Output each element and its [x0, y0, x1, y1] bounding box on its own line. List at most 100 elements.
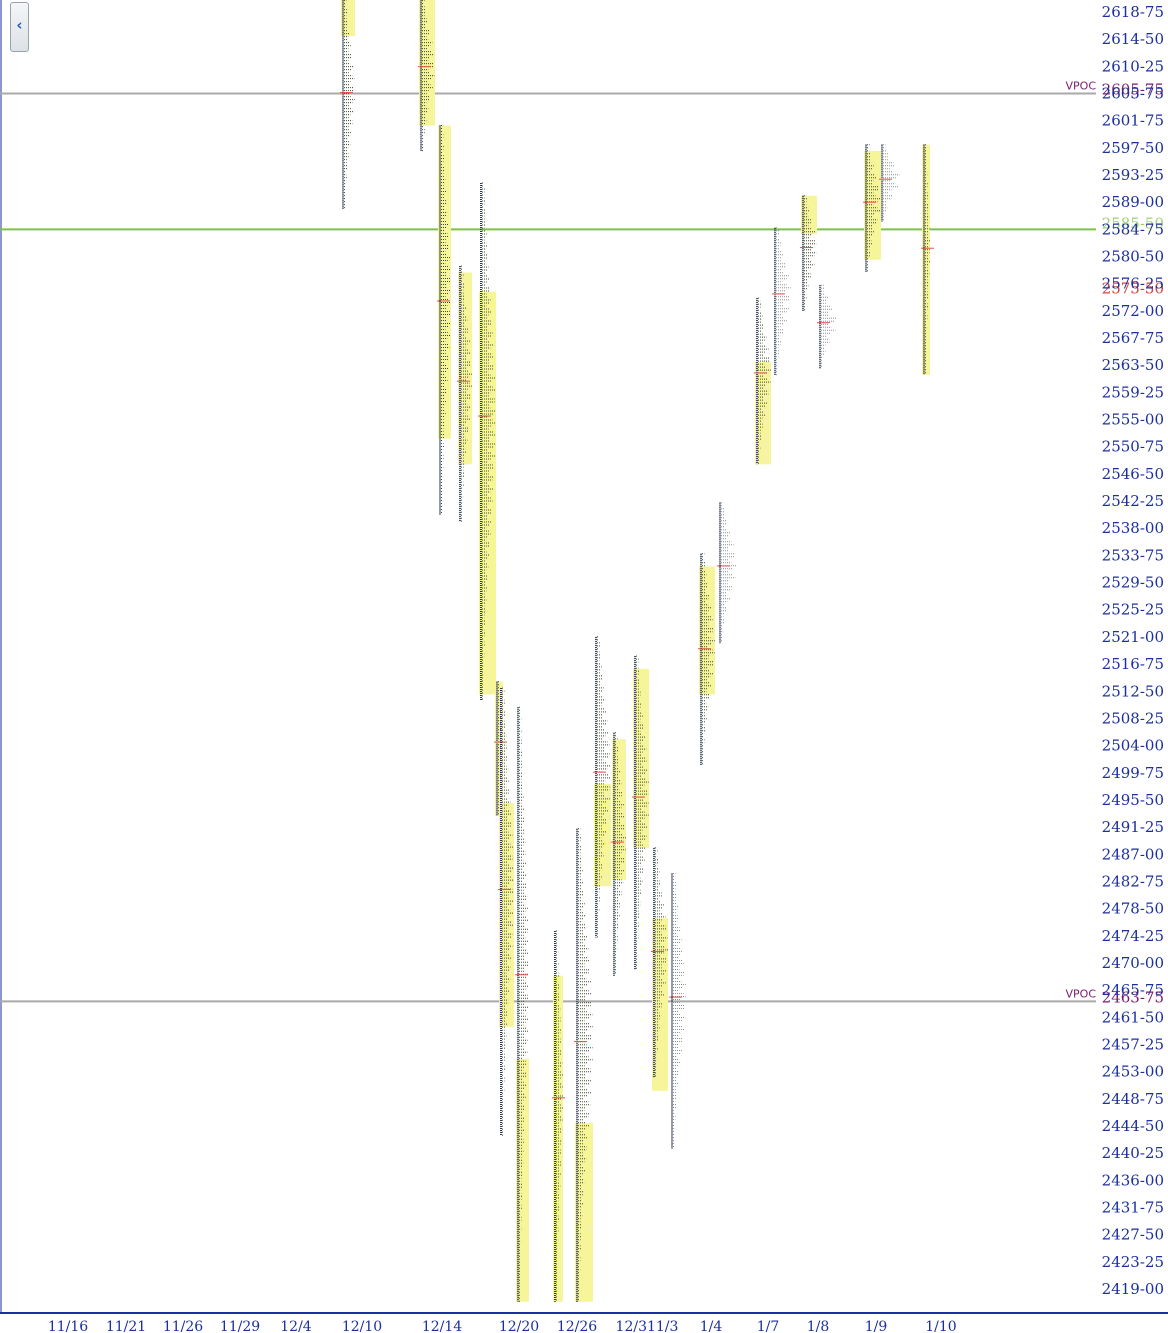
profile-column	[574, 828, 593, 1302]
profile-tpo-rows	[804, 195, 817, 311]
x-tick-label: 12/20	[499, 1319, 539, 1333]
x-tick-label: 12/311/3	[616, 1319, 679, 1333]
y-tick-label: 2444-50	[1102, 1117, 1164, 1135]
y-tick-label: 2538-00	[1102, 519, 1164, 537]
y-tick-label: 2461-50	[1102, 1008, 1164, 1026]
profile-tpo-rows	[615, 732, 626, 974]
value-area-highlight	[594, 783, 611, 887]
profile-column	[863, 144, 881, 273]
y-tick-label: 2478-50	[1102, 900, 1164, 918]
profile-tpo-rows	[867, 144, 881, 272]
profile-tpo-rows	[883, 144, 900, 221]
x-tick-label: 1/4	[700, 1319, 723, 1333]
y-tick-label: 2563-50	[1102, 356, 1164, 374]
profile-column	[754, 297, 771, 465]
x-tick-label: 12/14	[422, 1319, 462, 1333]
value-area-highlight	[864, 151, 881, 260]
vpoc-price-label: 2463-75	[1102, 988, 1164, 1006]
y-tick-label: 2529-50	[1102, 574, 1164, 592]
x-tick-label: 11/21	[106, 1319, 146, 1333]
x-tick-label: 11/26	[163, 1319, 203, 1333]
y-tick-label: 2453-00	[1102, 1063, 1164, 1081]
profile-tpo-rows	[821, 284, 836, 367]
vpoc-price-label: 2605-75	[1102, 81, 1164, 99]
x-tick-label: 11/16	[48, 1319, 88, 1333]
value-area-highlight	[553, 975, 563, 1302]
profile-column	[498, 687, 514, 1136]
profile-column	[879, 144, 900, 222]
chevron-left-icon: ‹	[16, 16, 23, 34]
back-button[interactable]: ‹	[10, 2, 29, 52]
profile-column	[478, 182, 496, 701]
y-tick-label: 2508-25	[1102, 709, 1164, 727]
profile-tpo-rows	[597, 636, 611, 938]
profile-column	[772, 227, 791, 376]
profile-column	[437, 125, 451, 516]
y-tick-label: 2542-25	[1102, 492, 1164, 510]
y-tick-label: 2576-25	[1102, 275, 1164, 293]
profile-tpo-rows	[519, 706, 529, 1302]
y-tick-label: 2431-75	[1102, 1198, 1164, 1216]
y-tick-label: 2457-25	[1102, 1035, 1164, 1053]
y-tick-label: 2487-00	[1102, 845, 1164, 863]
value-area-highlight	[479, 291, 496, 695]
profile-tpo-rows	[655, 847, 668, 1077]
profile-tpo-rows	[482, 182, 496, 700]
y-tick-label: 2593-25	[1102, 166, 1164, 184]
y-tick-label: 2470-00	[1102, 954, 1164, 972]
profile-tpo-rows	[422, 0, 435, 152]
vpoc-label: VPOC	[1066, 987, 1097, 1000]
line-price-label: 2585-50	[1102, 214, 1164, 232]
y-tick-label: 2559-25	[1102, 383, 1164, 401]
profile-column	[552, 930, 565, 1302]
y-tick-label: 2605-75	[1102, 85, 1164, 103]
value-area-highlight	[575, 1122, 593, 1302]
y-tick-label: 2584-75	[1102, 220, 1164, 238]
y-tick-label: 2419-00	[1102, 1280, 1164, 1298]
profile-tpo-rows	[344, 0, 355, 209]
profile-column	[669, 873, 686, 1149]
profile-tpo-rows	[636, 655, 649, 969]
y-tick-label: 2614-50	[1102, 30, 1164, 48]
x-tick-label: 12/10	[342, 1319, 382, 1333]
y-tick-label: 2589-00	[1102, 193, 1164, 211]
profile-tpo-rows	[556, 930, 563, 1301]
profile-column	[457, 265, 472, 522]
y-tick-label: 2427-50	[1102, 1226, 1164, 1244]
x-tick-label: 1/8	[807, 1319, 830, 1333]
y-tick-label: 2482-75	[1102, 872, 1164, 890]
x-tick-label: 11/29	[220, 1319, 260, 1333]
value-area-highlight	[922, 144, 930, 375]
x-tick-label: 1/9	[865, 1319, 888, 1333]
vpoc-label: VPOC	[1066, 80, 1097, 93]
value-area-highlight	[419, 0, 435, 126]
profile-tpo-rows	[578, 828, 593, 1301]
value-area-highlight	[495, 681, 503, 816]
value-area-highlight	[652, 918, 668, 1091]
y-tick-label: 2491-25	[1102, 818, 1164, 836]
profiles	[340, 0, 934, 1302]
y-tick-label: 2572-00	[1102, 302, 1164, 320]
reference-lines: VPOC 2605-75 VPOC 2463-75 2585-50 2575-50	[0, 80, 1164, 1006]
x-tick-label: 1/7	[757, 1319, 780, 1333]
profile-column	[593, 636, 611, 938]
profile-column	[817, 284, 836, 369]
y-tick-label: 2601-75	[1102, 112, 1164, 130]
profile-column	[340, 0, 355, 209]
x-axis: 11/16 11/21 11/26 11/29 12/4 12/10 12/14 12/20 1…	[48, 1319, 957, 1333]
y-tick-label: 2423-25	[1102, 1253, 1164, 1271]
profile-tpo-rows	[461, 265, 472, 522]
y-tick-label: 2465-75	[1102, 981, 1164, 999]
y-tick-label: 2448-75	[1102, 1090, 1164, 1108]
profile-column	[632, 655, 649, 970]
profile-column	[698, 553, 715, 765]
y-tick-label: 2580-50	[1102, 248, 1164, 266]
profile-tpo-rows	[502, 687, 514, 1136]
profile-column	[418, 0, 435, 152]
x-tick-label: 12/26	[557, 1319, 597, 1333]
y-tick-label: 2436-00	[1102, 1171, 1164, 1189]
profile-column	[717, 502, 737, 644]
value-area-highlight	[801, 195, 817, 235]
y-tick-label: 2618-75	[1102, 3, 1164, 21]
